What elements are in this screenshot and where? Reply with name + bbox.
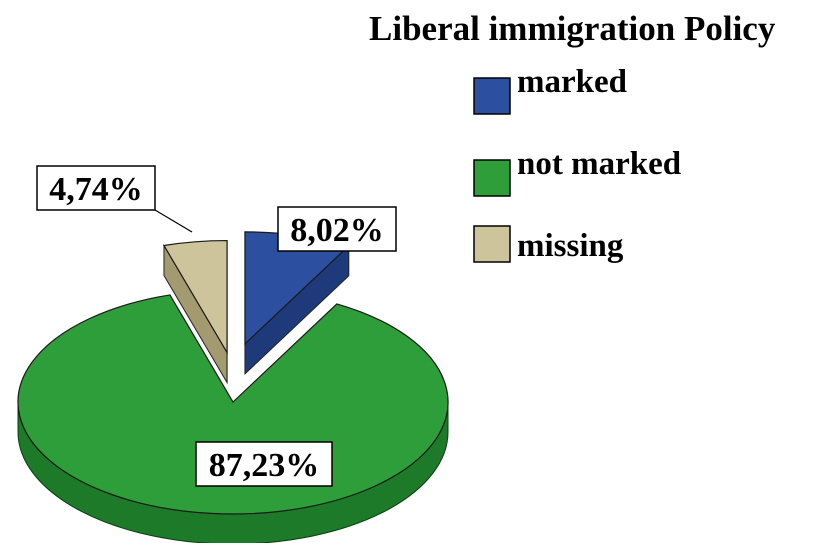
- data-label-missing: 4,74%: [36, 165, 156, 211]
- leader-line-missing: [154, 209, 193, 233]
- data-label-marked: 8,02%: [277, 206, 397, 252]
- pie-slice-not-marked: [17, 294, 449, 543]
- legend-swatch-not-marked: [473, 159, 511, 197]
- data-labels: 8,02% 87,23% 4,74%: [36, 165, 397, 487]
- data-label-text-marked: 8,02%: [290, 212, 384, 249]
- data-label-not-marked: 87,23%: [195, 441, 333, 487]
- data-label-text-not-marked: 87,23%: [209, 447, 320, 484]
- pie-slice-missing: [163, 239, 228, 385]
- data-label-text-missing: 4,74%: [49, 171, 143, 208]
- pie-layer: [17, 231, 449, 543]
- legend-swatch-marked: [473, 77, 511, 115]
- legend-title: Liberal immigration Policy: [369, 9, 776, 48]
- legend-label-missing: missing: [517, 228, 624, 264]
- legend-label-not-marked: not marked: [517, 146, 681, 182]
- legend-label-marked: marked: [517, 64, 627, 100]
- legend-swatch-missing: [473, 225, 511, 263]
- legend: Liberal immigration Policy marked not ma…: [369, 9, 776, 264]
